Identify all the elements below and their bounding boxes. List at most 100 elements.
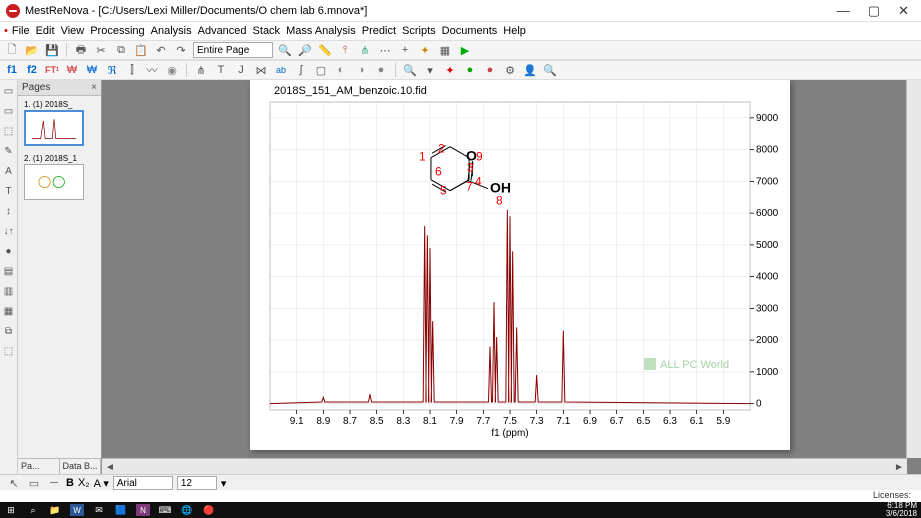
tool-t[interactable]: T [2,184,16,198]
font-down-button[interactable]: A ▾ [94,477,109,490]
scroll-left-icon[interactable]: ◄ [102,462,118,473]
menu-edit[interactable]: Edit [36,25,55,37]
r1-button[interactable]: ℜ [104,62,120,78]
tool-box[interactable]: ⬚ [2,124,16,138]
explorer-icon[interactable]: 📁 [48,504,62,516]
w2-button[interactable]: ₩ [84,62,100,78]
t-button[interactable]: T [213,62,229,78]
keyboard-icon[interactable]: ⌨ [158,504,172,516]
user-button[interactable]: 👤 [522,62,538,78]
dot2-button[interactable]: ● [482,62,498,78]
pages-close-button[interactable]: × [91,82,97,93]
f1-button[interactable]: f1 [4,62,20,78]
paste-button[interactable]: 📋 [133,42,149,58]
tool-sq[interactable]: ⬚ [2,344,16,358]
menu-advanced[interactable]: Advanced [198,25,247,37]
taskbar-clock[interactable]: 6:18 PM 3/6/2018 [886,502,917,518]
menu-file[interactable]: File [12,25,30,37]
c1-button[interactable]: ◐ [333,62,349,78]
tool-select[interactable]: ▭ [2,84,16,98]
wave-button[interactable]: 〰 [144,62,160,78]
zoom-out-button[interactable]: 🔎 [297,42,313,58]
tool-arrows[interactable]: ↓↑ [2,224,16,238]
font-size-select[interactable]: 12 [177,476,217,490]
eye-button[interactable]: ◉ [164,62,180,78]
q2-button[interactable]: 🔍 [542,62,558,78]
zoom-in-button[interactable]: 🔍 [277,42,293,58]
tool-grid1[interactable]: ▤ [2,264,16,278]
tool-grid3[interactable]: ▦ [2,304,16,318]
size-dropdown-icon[interactable]: ▾ [221,477,227,490]
j-button[interactable]: J [233,62,249,78]
spectrum-plot[interactable]: 01000200030004000500060007000800090009.1… [250,80,790,450]
bold-button[interactable]: B [66,477,74,489]
cut-button[interactable]: ✂ [93,42,109,58]
copy-button[interactable]: ⧉ [113,42,129,58]
tool-updown[interactable]: ↕ [2,204,16,218]
mestrenova-taskbar-icon[interactable]: 🔴 [202,504,216,516]
menu-processing[interactable]: Processing [90,25,144,37]
gear-button[interactable]: ⚙ [502,62,518,78]
pointer-icon[interactable]: ↖ [6,475,22,491]
chrome-icon[interactable]: 🌐 [180,504,194,516]
w1-button[interactable]: ₩ [64,62,80,78]
minimize-button[interactable]: — [837,3,850,19]
save-button[interactable]: 💾 [44,42,60,58]
font-name-select[interactable]: Arial [113,476,173,490]
menu-predict[interactable]: Predict [362,25,396,37]
menu-analysis[interactable]: Analysis [151,25,192,37]
rect-icon[interactable]: ▭ [26,475,42,491]
menu-view[interactable]: View [61,25,85,37]
page-thumbnail-2[interactable]: 2. (1) 2018S_1 [24,154,95,200]
chart-button[interactable]: ⫯ [337,42,353,58]
more-button[interactable]: ⋯ [377,42,393,58]
plus-button[interactable]: + [397,42,413,58]
menu-stack[interactable]: Stack [253,25,281,37]
dot1-button[interactable]: ● [462,62,478,78]
word-icon[interactable]: W [70,504,84,516]
menu-help[interactable]: Help [503,25,526,37]
start-button[interactable]: ⊞ [4,504,18,516]
star-button[interactable]: ✦ [417,42,433,58]
f2-button[interactable]: f2 [24,62,40,78]
subscript-button[interactable]: X₂ [78,477,90,489]
bars-button[interactable]: ⫿ [124,62,140,78]
zoom-icon[interactable]: 🔍 [402,62,418,78]
app-icon[interactable]: 🟦 [114,504,128,516]
sq-button[interactable]: ▢ [313,62,329,78]
canvas-area[interactable]: 01000200030004000500060007000800090009.1… [102,80,921,476]
c2-button[interactable]: ◑ [353,62,369,78]
c3-button[interactable]: ● [373,62,389,78]
tool-copy[interactable]: ⧉ [2,324,16,338]
search-icon[interactable]: ⌕ [26,504,40,516]
zoom-select[interactable]: Entire Page [193,42,273,58]
maximize-button[interactable]: ▢ [868,3,880,19]
pk-button[interactable]: ⋔ [193,62,209,78]
tool-text[interactable]: A [2,164,16,178]
ab-button[interactable]: ab [273,62,289,78]
tool-grid2[interactable]: ▥ [2,284,16,298]
print-button[interactable]: 🖶 [73,42,89,58]
int-button[interactable]: ∫ [293,62,309,78]
star2-button[interactable]: ✦ [442,62,458,78]
onenote-icon[interactable]: N [136,504,150,516]
menu-documents[interactable]: Documents [442,25,498,37]
scroll-right-icon[interactable]: ► [891,462,907,473]
tool-rect[interactable]: ▭ [2,104,16,118]
undo-button[interactable]: ↶ [153,42,169,58]
menu-mass-analysis[interactable]: Mass Analysis [286,25,356,37]
open-button[interactable]: 📂 [24,42,40,58]
tool-pen[interactable]: ✎ [2,144,16,158]
m-button[interactable]: ⋈ [253,62,269,78]
menu-scripts[interactable]: Scripts [402,25,436,37]
tool-dot[interactable]: ● [2,244,16,258]
new-button[interactable]: 🗋 [4,42,20,58]
line-icon[interactable]: ─ [46,475,62,491]
peaks-button[interactable]: ⋔ [357,42,373,58]
box-button[interactable]: ▦ [437,42,453,58]
page-thumbnail-1[interactable]: 1. (1) 2018S_ [24,100,95,146]
down-button[interactable]: ▾ [422,62,438,78]
play-button[interactable]: ▶ [457,42,473,58]
redo-button[interactable]: ↷ [173,42,189,58]
close-button[interactable]: ✕ [898,3,909,19]
